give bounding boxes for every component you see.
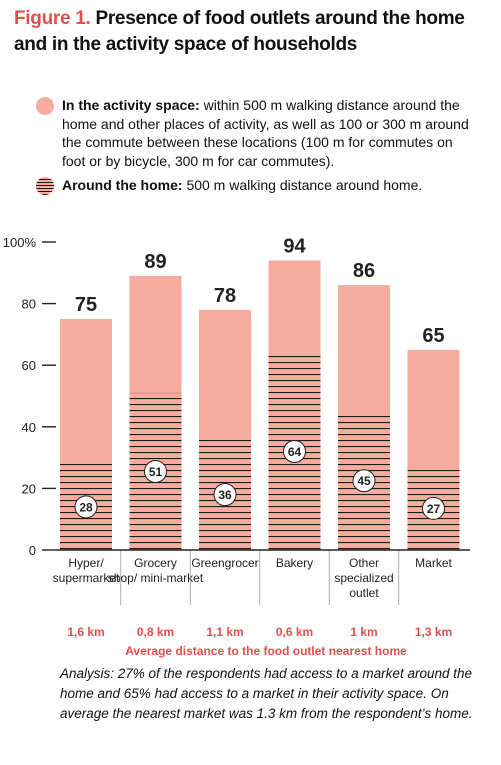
value-label-activity: 75 bbox=[75, 294, 97, 316]
distance-label: 1,6 km bbox=[67, 625, 104, 639]
value-badge-home bbox=[352, 469, 376, 493]
distance-axis-label: Average distance to the food outlet near… bbox=[125, 644, 407, 658]
value-label-home: 51 bbox=[149, 465, 163, 479]
title-text: Presence of food outlets around the home… bbox=[14, 8, 465, 55]
category-label: supermarket bbox=[53, 571, 120, 585]
value-badge-home bbox=[422, 496, 445, 520]
value-label-activity: 86 bbox=[353, 260, 375, 282]
y-tick-label: 20 bbox=[22, 481, 36, 496]
value-label-home: 64 bbox=[288, 445, 302, 459]
chart-title: Figure 1. Presence of food outlets aroun… bbox=[14, 6, 494, 58]
legend-swatch-hatched bbox=[36, 177, 54, 195]
legend-swatch-solid bbox=[36, 97, 54, 115]
y-tick-label: 100% bbox=[3, 235, 37, 250]
distance-label: 1,1 km bbox=[206, 625, 243, 639]
distance-label: 1 km bbox=[350, 625, 377, 639]
value-label-activity: 89 bbox=[144, 251, 166, 273]
value-label-home: 36 bbox=[218, 488, 232, 502]
category-label: Other bbox=[349, 556, 379, 570]
legend-activity-name: In the activity space: bbox=[62, 97, 200, 113]
value-label-activity: 94 bbox=[283, 235, 306, 257]
legend-item-activity: In the activity space: within 500 m walk… bbox=[36, 96, 476, 170]
distance-label: 0,8 km bbox=[137, 625, 174, 639]
value-label-home: 45 bbox=[357, 474, 371, 488]
value-badge-home bbox=[283, 439, 306, 463]
y-tick-label: 40 bbox=[22, 420, 36, 435]
y-tick-label: 60 bbox=[22, 358, 36, 373]
category-label: outlet bbox=[349, 586, 379, 600]
analysis-text: Analysis: 27% of the respondents had acc… bbox=[60, 666, 473, 721]
legend-activity-description: within 500 m walking distance around the… bbox=[62, 97, 469, 169]
category-label: shop/ mini-market bbox=[108, 571, 204, 585]
category-label: Greengrocer bbox=[191, 556, 258, 570]
value-badge-home bbox=[144, 459, 167, 483]
distance-label: 1,3 km bbox=[415, 625, 452, 639]
distance-label: 0,6 km bbox=[276, 625, 313, 639]
category-label: Grocery bbox=[134, 556, 177, 570]
legend: In the activity space: within 500 m walk… bbox=[36, 96, 476, 195]
legend-item-home: Around the home: 500 m walking distance … bbox=[36, 176, 476, 195]
y-tick-label: 0 bbox=[29, 543, 36, 558]
category-label: Bakery bbox=[276, 556, 313, 570]
y-tick-label: 80 bbox=[22, 297, 36, 312]
category-label: Market bbox=[415, 556, 452, 570]
value-label-activity: 65 bbox=[422, 325, 444, 347]
category-label: specialized bbox=[334, 571, 393, 585]
value-label-activity: 78 bbox=[214, 285, 236, 307]
value-badge-home bbox=[213, 483, 237, 507]
value-badge-home bbox=[74, 495, 98, 519]
value-label-home: 28 bbox=[79, 500, 93, 514]
value-label-home: 27 bbox=[427, 502, 441, 516]
legend-home-name: Around the home: bbox=[62, 177, 183, 193]
category-label: Hyper/ bbox=[68, 556, 104, 570]
figure-label: Figure 1. bbox=[14, 8, 91, 29]
legend-home-description: 500 m walking distance around home. bbox=[186, 177, 423, 193]
